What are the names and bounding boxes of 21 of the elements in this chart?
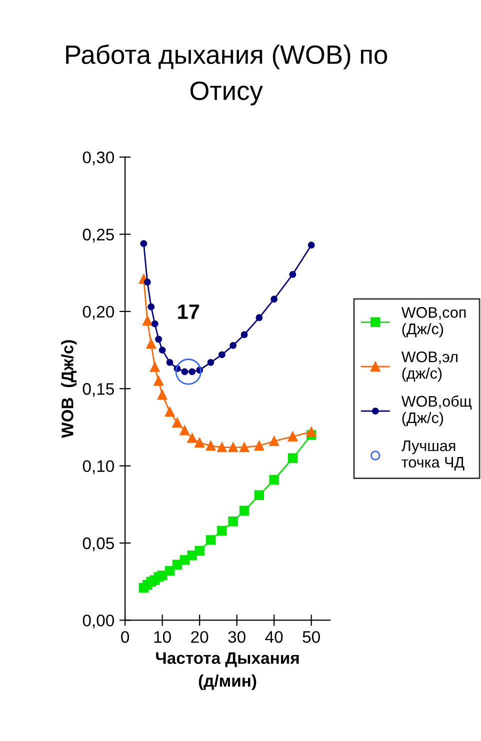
x-tick-label: 0 <box>121 631 130 643</box>
y-tick-label: 0,05 <box>82 537 114 552</box>
y-tick-label: 0,10 <box>82 460 114 474</box>
y-tick-label: 0,00 <box>82 614 114 628</box>
legend-label: WOB,общ (Дж/с) <box>401 395 472 426</box>
legend-label: WOB,эл (дж/с) <box>401 351 458 382</box>
x-tick-label: 20 <box>191 631 208 643</box>
x-axis-title: Частота Дыхания (д/мин) <box>156 652 299 690</box>
y-tick-label: 0,20 <box>82 306 114 320</box>
chart-title: Работа дыхания (WOB) по Отису <box>66 44 388 106</box>
y-tick-label: 0,15 <box>82 383 114 397</box>
x-tick-label: 50 <box>302 631 320 643</box>
legend-label: WOB,соп (Дж/с) <box>401 307 466 338</box>
x-tick-label: 30 <box>228 631 246 643</box>
y-tick-label: 0,25 <box>82 228 114 242</box>
annotation: 17 <box>178 304 200 319</box>
x-tick-label: 40 <box>265 631 283 643</box>
legend-label: Лучшая точка ЧД <box>401 440 464 471</box>
y-axis-title: WOB (Дж/с) <box>61 340 77 438</box>
x-tick-label: 10 <box>154 631 171 643</box>
y-tick-label: 0,30 <box>82 151 114 166</box>
